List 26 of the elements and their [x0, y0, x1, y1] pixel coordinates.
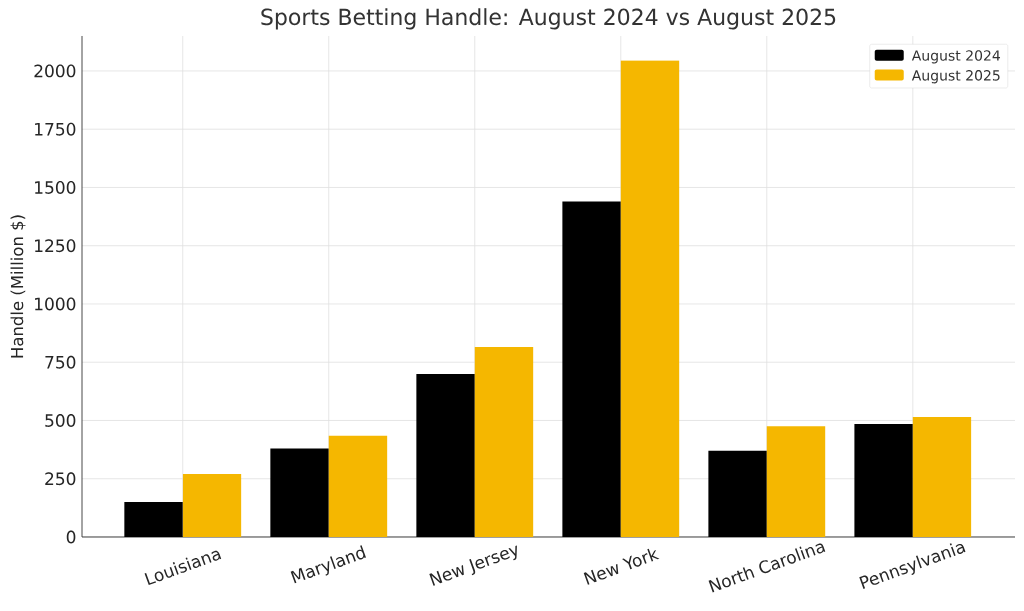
bar [854, 423, 913, 537]
bar [708, 450, 767, 537]
bar [474, 347, 534, 537]
x-tick-label: New York [583, 548, 660, 585]
y-tick-label: 250 [45, 472, 76, 486]
y-axis-title: Handle (Million $) [10, 215, 26, 358]
bar [620, 60, 680, 537]
chart-title: Sports Betting Handle: August 2024 vs August 2025 [261, 8, 836, 30]
y-tick-label: 1500 [35, 181, 76, 194]
y-tick-label: 500 [45, 414, 76, 427]
bar [182, 474, 242, 537]
y-tick-label: 1250 [35, 239, 76, 253]
y-tick-label: 1000 [35, 297, 76, 311]
bar [766, 426, 826, 537]
bar [912, 416, 972, 537]
y-tick-label: 2000 [34, 64, 76, 78]
bar [416, 373, 475, 537]
bar [124, 502, 183, 537]
y-tick-label: 1750 [35, 122, 76, 136]
bar [562, 201, 621, 537]
y-tick-label: 750 [45, 355, 76, 369]
legend-label: August 2025 [911, 70, 1000, 84]
y-tick-label: 0 [66, 530, 76, 544]
legend-label: August 2024 [911, 50, 1001, 64]
bar [328, 435, 388, 537]
bar [270, 448, 329, 537]
